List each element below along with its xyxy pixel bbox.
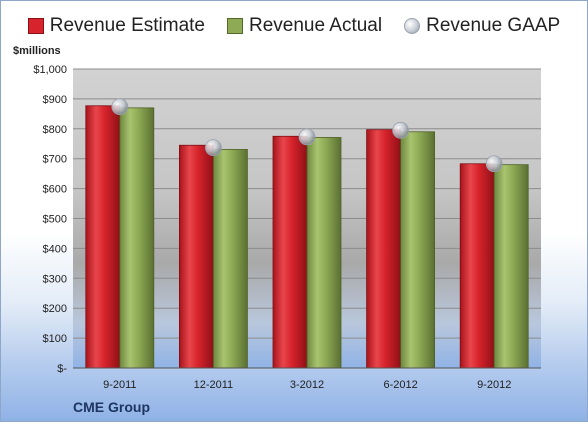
gaap-points	[111, 98, 503, 173]
legend-label-estimate: Revenue Estimate	[49, 15, 205, 36]
x-tick-label: 9-2012	[477, 379, 511, 391]
y-tick-label: $400	[43, 243, 67, 255]
legend-item-actual[interactable]: Revenue Actual	[227, 15, 382, 37]
point-revenue-gaap[interactable]	[111, 98, 129, 116]
point-revenue-gaap[interactable]	[204, 139, 222, 157]
bar-revenue-actual[interactable]	[119, 107, 155, 369]
bar-revenue-estimate[interactable]	[178, 144, 214, 369]
bar-revenue-actual[interactable]	[212, 149, 248, 369]
y-tick-label: $300	[43, 273, 67, 285]
legend: Revenue Estimate Revenue Actual Revenue …	[1, 15, 587, 37]
point-revenue-gaap[interactable]	[485, 155, 503, 173]
y-tick-label: $1,000	[33, 64, 67, 76]
bar-revenue-actual[interactable]	[493, 164, 529, 369]
x-tick-label: 9-2011	[103, 379, 136, 391]
x-tick-label: 3-2012	[290, 379, 324, 391]
bar-revenue-estimate[interactable]	[85, 105, 121, 369]
x-axis-ticks: 9-2011 12-2011 3-2012 6-2012 9-2012	[103, 379, 511, 391]
unit-label: $millions	[13, 45, 61, 57]
legend-swatch-gaap	[404, 18, 421, 34]
y-tick-label: $700	[43, 154, 67, 166]
y-tick-label: $600	[43, 184, 67, 196]
y-tick-label: $100	[43, 333, 67, 345]
point-revenue-gaap[interactable]	[298, 128, 316, 146]
bar-revenue-actual[interactable]	[306, 137, 342, 369]
y-axis-ticks: $- $100 $200 $300 $400 $500 $600 $700 $800 $900 $1…	[33, 64, 67, 375]
y-tick-label: $-	[57, 363, 67, 375]
y-tick-label: $900	[43, 94, 67, 106]
legend-item-estimate[interactable]: Revenue Estimate	[27, 15, 205, 37]
legend-swatch-estimate	[27, 18, 44, 34]
y-tick-label: $800	[43, 124, 67, 136]
bar-revenue-actual[interactable]	[400, 131, 436, 369]
bar-revenue-estimate[interactable]	[366, 129, 402, 369]
legend-label-gaap: Revenue GAAP	[426, 15, 561, 36]
legend-swatch-actual	[227, 18, 243, 34]
legend-label-actual: Revenue Actual	[249, 15, 383, 36]
bars	[85, 105, 529, 369]
company-name: CME Group	[73, 399, 150, 415]
bar-revenue-estimate[interactable]	[272, 135, 308, 369]
legend-item-gaap[interactable]: Revenue GAAP	[404, 15, 560, 37]
y-tick-label: $500	[43, 214, 67, 226]
x-tick-label: 6-2012	[383, 379, 417, 391]
point-revenue-gaap[interactable]	[392, 121, 410, 139]
x-tick-label: 12-2011	[194, 379, 234, 391]
bar-revenue-estimate[interactable]	[459, 163, 495, 369]
y-tick-label: $200	[43, 303, 67, 315]
